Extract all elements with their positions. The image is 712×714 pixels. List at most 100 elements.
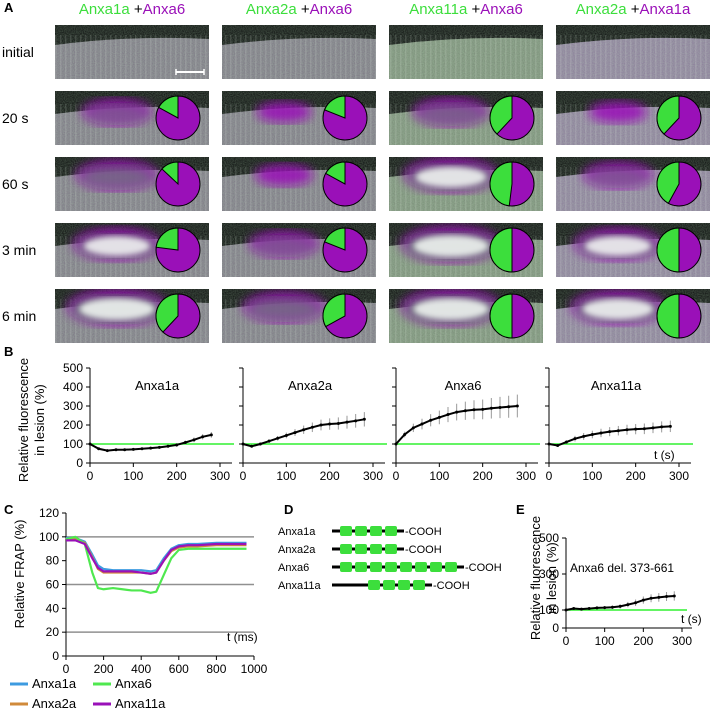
- cterm-label: -COOH: [433, 580, 470, 592]
- x-unit-label: t (ms): [227, 630, 258, 644]
- panel-b: B Relative fluorescence in lesion (%) 0 1…: [4, 344, 693, 483]
- panel-label-d: D: [284, 502, 293, 517]
- data-point: [587, 607, 591, 611]
- panel-b-plots: 0 100 200 300 400 500 0 100 200 300 Anxa1a 0 100 200 3…: [63, 361, 693, 483]
- pie-slice-green: [155, 227, 179, 251]
- x-tick-label: 0: [240, 469, 247, 483]
- data-point: [437, 415, 441, 419]
- lesion-colocalized: [413, 298, 489, 320]
- data-point: [114, 448, 118, 452]
- panel-e-ylabel-line2: in lesion (%): [544, 542, 559, 614]
- data-point: [394, 442, 398, 446]
- annexin-repeat: [370, 544, 382, 554]
- data-point: [149, 446, 153, 450]
- annexin-repeat: [385, 526, 397, 536]
- panel-c-legend: Anxa1a Anxa6 Anxa2a Anxa11a: [10, 676, 166, 711]
- x-tick-label: 200: [626, 469, 646, 483]
- micrograph-tile: [55, 289, 209, 343]
- micrograph-tile: [222, 25, 376, 79]
- lesion-signal: [256, 101, 312, 123]
- row-labels: initial 20 s 60 s 3 min 6 min: [2, 44, 36, 324]
- data-point: [157, 445, 161, 449]
- lesion-signal: [589, 101, 647, 123]
- data-point: [572, 607, 576, 611]
- data-point: [573, 437, 577, 441]
- data-point: [319, 423, 323, 427]
- chart-title: Anxa2a: [288, 378, 333, 393]
- lesion-signal: [255, 164, 313, 186]
- data-point: [328, 422, 332, 426]
- data-point: [610, 605, 614, 609]
- data-point: [507, 405, 511, 409]
- annexin-repeat: [355, 562, 367, 572]
- column-header: Anxa1a +Anxa6: [79, 1, 185, 18]
- cterm-label: -COOH: [465, 562, 502, 574]
- y-tick-label: 20: [46, 625, 60, 639]
- data-point: [463, 409, 467, 413]
- panel-c: C Relative FRAP (%) 0 20 40 60 80 100 120 0 200 4…: [4, 502, 268, 711]
- data-point: [634, 601, 638, 605]
- pie-slice-green: [656, 227, 680, 273]
- pie-slice-green: [489, 227, 513, 273]
- data-point: [657, 595, 661, 599]
- x-tick-label: 100: [429, 469, 449, 483]
- data-point: [284, 433, 288, 437]
- data-point: [192, 438, 196, 442]
- micrograph-tile: [222, 157, 376, 211]
- column-headers: Anxa1a +Anxa6 Anxa2a +Anxa6 Anxa11a +Anxa6…: [79, 1, 691, 18]
- lesion-signal-green: [85, 104, 149, 124]
- data-point: [515, 404, 519, 408]
- column-header-green: Anxa11a: [409, 1, 468, 18]
- data-point: [642, 427, 646, 431]
- panel-e-ylabel-line1: Relative fluorescence: [528, 516, 543, 640]
- legend-label: Anxa1a: [32, 676, 77, 691]
- series-line: [65, 535, 247, 594]
- data-point: [258, 442, 262, 446]
- y-tick-label: 300: [539, 567, 559, 581]
- data-point: [547, 442, 551, 446]
- data-point: [481, 407, 485, 411]
- y-tick-label: 40: [46, 601, 60, 615]
- x-tick-label: 0: [393, 469, 400, 483]
- data-point: [472, 408, 476, 412]
- x-unit-label: t (s): [681, 612, 702, 626]
- micrograph-tile: [556, 25, 710, 79]
- data-point: [209, 433, 213, 437]
- row-label: 20 s: [2, 110, 28, 126]
- panel-b-ylabel-line1: Relative fluorescence: [16, 358, 31, 482]
- data-point: [599, 431, 603, 435]
- micrograph-tile: [556, 157, 710, 211]
- annexin-repeat: [398, 580, 410, 590]
- data-point: [608, 430, 612, 434]
- data-point: [641, 598, 645, 602]
- x-tick-label: 100: [276, 469, 296, 483]
- image-noise: [222, 25, 376, 79]
- micrograph-tile: [389, 91, 543, 145]
- annexin-repeat: [370, 526, 382, 536]
- panel-d: D Anxa1a -COOH Anxa2a -COOH Anxa6 -COOH Anxa11…: [278, 502, 502, 592]
- micrograph-tile: [556, 289, 710, 343]
- x-tick-label: 200: [473, 469, 493, 483]
- data-point: [310, 425, 314, 429]
- column-header-green: Anxa2a: [576, 1, 628, 18]
- column-header: Anxa2a +Anxa1a: [576, 1, 691, 18]
- panel-label-b: B: [4, 344, 13, 359]
- data-point: [489, 406, 493, 410]
- y-tick-label: 400: [63, 380, 83, 394]
- data-point: [420, 422, 424, 426]
- chart-title: Anxa1a: [135, 378, 180, 393]
- micrograph-grid: [55, 25, 710, 343]
- lesion-colocalized: [413, 235, 489, 257]
- x-tick-label: 400: [131, 662, 151, 676]
- pie-slice-green: [155, 293, 179, 333]
- micrograph-tile: [55, 25, 209, 79]
- panel-b-ylabel-line2: in lesion (%): [32, 384, 47, 456]
- micrograph-tile: [55, 157, 209, 211]
- column-header-magenta: Anxa6: [310, 1, 353, 18]
- data-point: [668, 424, 672, 428]
- y-tick-label: 200: [63, 418, 83, 432]
- annexin-repeat: [355, 544, 367, 554]
- data-point: [183, 440, 187, 444]
- pie-slice-green: [325, 161, 346, 185]
- data-point: [603, 606, 607, 610]
